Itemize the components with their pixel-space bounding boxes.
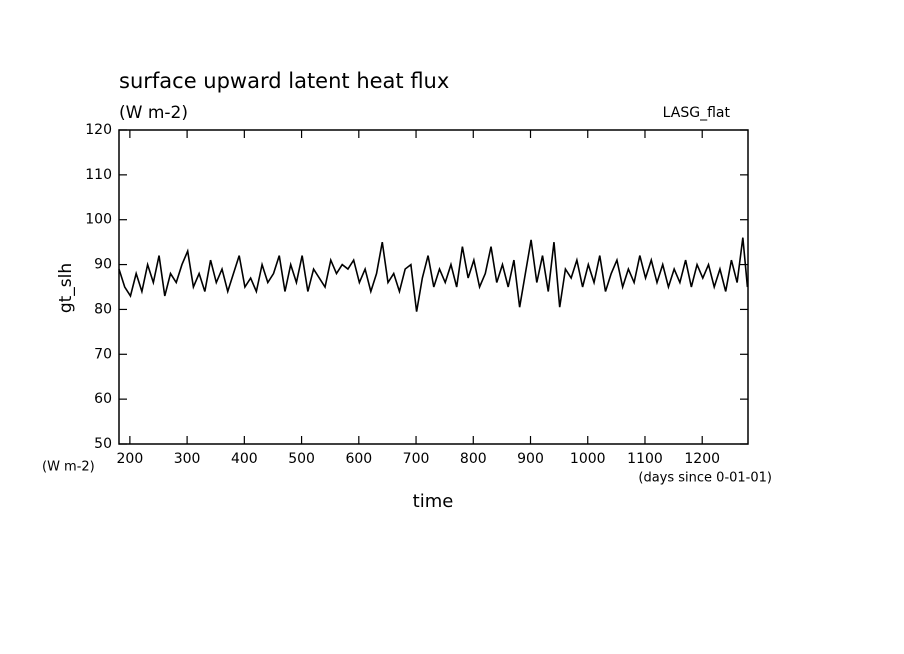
y-tick-label: 100 [85,212,112,228]
x-axis-label: time [413,491,454,512]
y-tick-label: 90 [94,257,112,273]
x-tick-label: 1200 [684,451,720,467]
annotation: LASG_flat [663,105,731,121]
x-tick-label: 600 [345,451,372,467]
x-tick-label: 1100 [627,451,663,467]
x-units: (days since 0-01-01) [638,471,772,486]
y-tick-label: 50 [94,436,112,452]
x-tick-label: 800 [460,451,487,467]
series-line [118,237,749,312]
x-tick-label: 400 [231,451,258,467]
plot-frame [118,129,749,445]
x-tick-label: 300 [174,451,201,467]
y-tick-label: 70 [94,346,112,362]
chart-subtitle: (W m-2) [119,103,188,123]
y-axis-label: gt_slh [56,263,76,313]
y-tick-label: 80 [94,301,112,317]
y-units: (W m-2) [42,460,95,475]
y-tick-label: 60 [94,391,112,407]
x-tick-label: 1000 [570,451,606,467]
chart-title: surface upward latent heat flux [119,69,449,93]
y-tick-label: 120 [85,122,112,138]
y-tick-label: 110 [85,167,112,183]
x-tick-label: 500 [288,451,315,467]
x-tick-label: 700 [403,451,430,467]
x-tick-label: 900 [517,451,544,467]
x-tick-label: 200 [117,451,144,467]
